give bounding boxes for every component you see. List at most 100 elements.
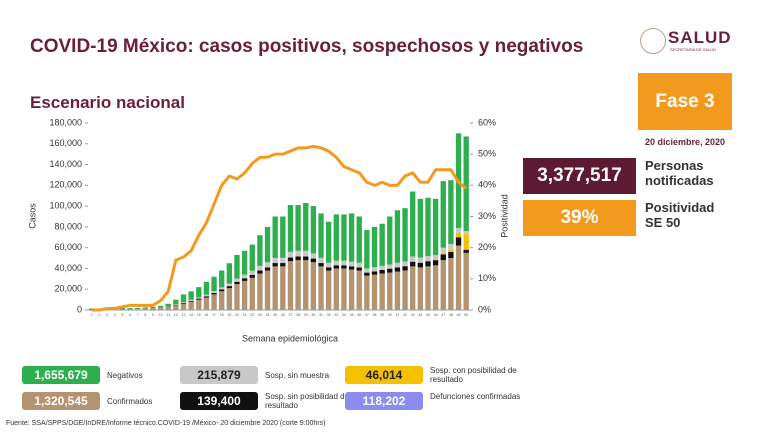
bar-segment <box>394 210 401 263</box>
x-tick-label: 20 <box>235 313 239 317</box>
bar-segment <box>203 294 210 297</box>
y-tick-label: 40,000 <box>54 263 82 273</box>
bar-segment <box>188 300 194 302</box>
bar-segment <box>448 258 454 310</box>
bar-segment <box>303 202 309 251</box>
y2-tick-label: 30% <box>478 211 496 221</box>
bar-segment <box>440 247 446 254</box>
bar-segment <box>203 281 210 295</box>
y-tick-label: 60,000 <box>54 242 82 252</box>
bar-segment <box>417 262 424 268</box>
bar-segment <box>394 262 401 268</box>
source: Fuente: SSA/SPPS/DGE/InDRE/Informe técni… <box>6 420 326 427</box>
x-tick-label: 36 <box>357 313 361 317</box>
x-tick-label: 6 <box>129 313 131 317</box>
bar-segment <box>280 216 286 258</box>
subtitle: Escenario nacional <box>30 93 185 112</box>
logo-emblem <box>640 28 666 54</box>
bar-segment <box>127 309 133 310</box>
bar-segment <box>249 277 255 310</box>
bar-segment <box>280 263 286 267</box>
bar-segment <box>264 267 271 271</box>
bar-segment <box>463 249 469 253</box>
bar-segment <box>463 234 469 250</box>
y-axis-title: Casos <box>27 203 37 229</box>
bar-segment <box>402 266 408 271</box>
kpi-label: Personas notificadas <box>645 158 714 188</box>
legend-total: 1,655,679 <box>22 366 100 384</box>
x-tick-label: 49 <box>457 313 461 317</box>
bar-segment <box>341 260 347 266</box>
bar-segment <box>448 244 454 250</box>
x-tick-label: 42 <box>403 313 407 317</box>
x-tick-label: 16 <box>204 313 208 317</box>
bar-segment <box>196 299 202 310</box>
bar-segment <box>356 270 362 310</box>
bar-segment <box>364 272 370 276</box>
kpi-value: 39% <box>523 200 636 236</box>
bar-segment <box>180 303 187 304</box>
bar-segment <box>226 286 233 289</box>
bar-segment <box>417 198 424 258</box>
bar-segment <box>226 283 233 287</box>
bar-segment <box>356 267 362 271</box>
y-tick-label: 20,000 <box>54 284 82 294</box>
legend-label: Negativos <box>107 371 143 380</box>
bar-segment <box>241 278 248 281</box>
bar-segment <box>295 250 301 257</box>
bar-segment <box>142 307 148 309</box>
bar-segment <box>303 256 309 261</box>
bar-segment <box>463 231 469 235</box>
bar-segment <box>402 270 408 310</box>
x-tick-label: 45 <box>426 313 430 317</box>
bar-segment <box>348 266 355 270</box>
bar-segment <box>364 275 370 310</box>
x-tick-label: 40 <box>388 313 392 317</box>
bar-segment <box>410 256 416 262</box>
x-tick-label: 33 <box>334 313 338 317</box>
x-tick-label: 32 <box>327 313 331 317</box>
x-tick-label: 11 <box>166 313 170 317</box>
bar-segment <box>379 273 385 310</box>
bar-segment <box>318 257 324 264</box>
bar-segment <box>150 306 156 309</box>
bar-segment <box>264 226 271 263</box>
bar-segment <box>188 299 194 301</box>
bar-segment <box>455 237 462 246</box>
bar-segment <box>455 245 462 310</box>
bar-segment <box>432 254 439 261</box>
y-tick-label: 80,000 <box>54 221 82 231</box>
bar-segment <box>341 268 347 310</box>
bar-segment <box>287 251 294 258</box>
x-tick-label: 21 <box>243 313 247 317</box>
bar-segment <box>295 260 301 310</box>
date: 20 diciembre, 2020 <box>644 137 726 147</box>
bar-segment <box>303 250 309 257</box>
y2-tick-label: 50% <box>478 149 496 159</box>
bar-segment <box>325 270 332 310</box>
bar-segment <box>341 265 347 269</box>
x-tick-label: 18 <box>220 313 224 317</box>
bar-segment <box>295 256 301 261</box>
x-tick-label: 8 <box>144 313 146 317</box>
bar-segment <box>264 262 271 268</box>
bar-segment <box>432 260 439 266</box>
bar-segment <box>272 266 278 310</box>
x-tick-label: 34 <box>342 313 346 317</box>
bar-segment <box>287 261 294 310</box>
bar-segment <box>440 181 446 248</box>
bar-segment <box>455 233 462 238</box>
bar-segment <box>440 260 446 310</box>
bar-segment <box>234 278 240 282</box>
bar-segment <box>379 265 385 271</box>
legend-label: Sosp. sin posibilidad de resultado <box>265 392 350 410</box>
bar-segment <box>272 216 278 258</box>
bar-segment <box>348 269 355 310</box>
bar-segment <box>295 205 301 251</box>
bar-segment <box>150 308 156 310</box>
bar-segment <box>249 274 255 278</box>
bar-segment <box>196 298 202 300</box>
logo-sub: SECRETARÍA DE SALUD <box>670 47 717 52</box>
